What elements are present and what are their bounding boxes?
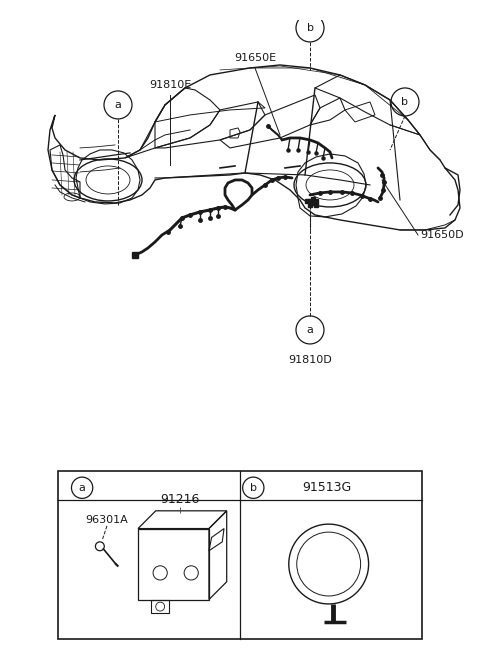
Text: 91650D: 91650D [420,230,464,240]
Text: a: a [79,483,85,493]
Text: b: b [307,23,313,33]
Text: 91810D: 91810D [288,355,332,365]
Text: 91513G: 91513G [302,482,351,494]
Text: a: a [307,325,313,335]
Text: 91650E: 91650E [234,53,276,63]
Text: 96301A: 96301A [85,514,128,525]
Text: a: a [115,100,121,110]
Text: b: b [401,97,408,107]
Text: b: b [250,483,257,493]
Text: 91216: 91216 [160,493,199,507]
Text: 91810E: 91810E [149,80,191,90]
